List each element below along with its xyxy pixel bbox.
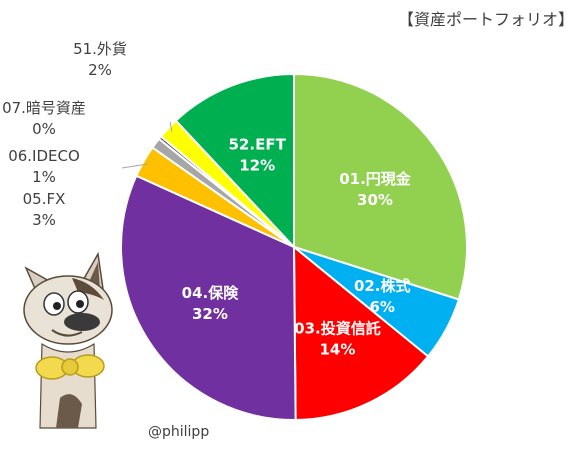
slice-percent: 12% — [239, 157, 275, 175]
slice-label: 07.暗号資産 — [2, 99, 86, 117]
slice-percent: 1% — [32, 168, 56, 186]
leader-line — [169, 121, 173, 132]
chart-title: 【資産ポートフォリオ】 — [397, 10, 574, 29]
slice-label: 03.投資信託 — [294, 319, 381, 337]
slice-label: 01.円現金 — [339, 170, 412, 188]
cat-mascot-icon — [23, 251, 113, 429]
slice-label: 04.保険 — [182, 284, 240, 302]
pie-slice — [174, 72, 295, 250]
slice-label: 52.EFT — [229, 136, 287, 154]
slice-percent: 2% — [88, 61, 112, 79]
pie-slice — [292, 244, 430, 422]
slice-label: 05.FX — [23, 190, 66, 208]
slice-percent: 3% — [32, 211, 56, 229]
slice-label: 06.IDECO — [8, 147, 80, 165]
slice-label: 51.外貨 — [73, 40, 127, 58]
slice-percent: 14% — [320, 340, 356, 358]
slice-percent: 0% — [32, 120, 56, 138]
pie-slice — [293, 72, 468, 301]
pie-slice — [120, 174, 297, 421]
credit-handle: @philipp — [148, 424, 210, 440]
slice-percent: 30% — [357, 191, 393, 209]
slice-percent: 6% — [369, 298, 394, 316]
slice-label: 02.株式 — [354, 277, 411, 295]
leader-line — [121, 163, 149, 169]
slice-percent: 32% — [192, 305, 228, 323]
